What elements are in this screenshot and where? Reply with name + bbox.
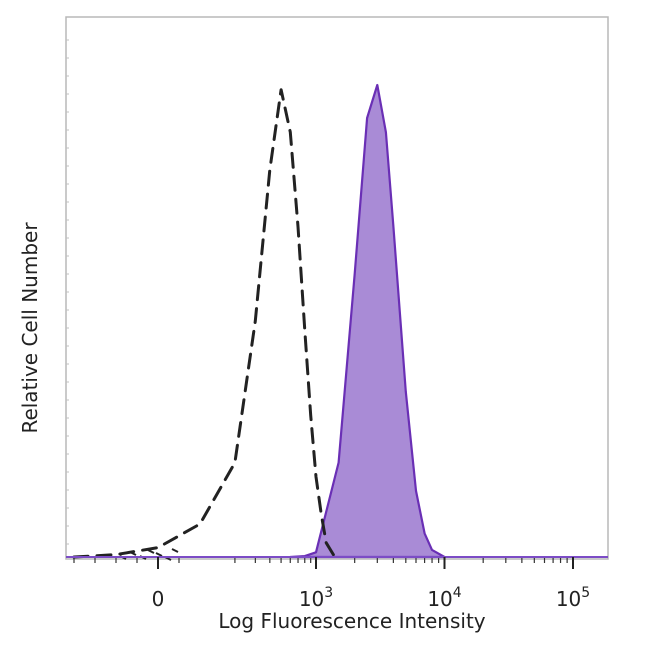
major-ticks — [157, 557, 574, 569]
x-tick-label-base: 10 — [299, 587, 324, 611]
x-axis-title: Log Fluorescence Intensity — [218, 609, 485, 633]
x-tick-label: 104 — [427, 585, 461, 611]
x-tick-label-base: 10 — [427, 587, 452, 611]
plot-frame — [65, 16, 609, 560]
control-histogram — [72, 88, 337, 559]
baseline-event-mark — [171, 548, 179, 553]
x-tick-label: 0 — [152, 587, 165, 611]
x-tick-label: 103 — [299, 585, 333, 611]
x-tick-labels: 0 103 104 105 — [152, 585, 591, 611]
x-tick-label-base: 0 — [152, 587, 165, 611]
baseline-event-mark — [129, 551, 137, 556]
baseline-event-mark — [155, 552, 163, 557]
x-tick-label-exponent: 5 — [581, 585, 590, 601]
y-axis-title: Relative Cell Number — [18, 222, 42, 434]
series-layer — [72, 83, 446, 561]
x-tick-label-base: 10 — [556, 587, 581, 611]
x-tick-label-exponent: 4 — [453, 585, 462, 601]
stained-histogram — [289, 83, 446, 559]
x-tick-label-exponent: 3 — [324, 585, 333, 601]
x-tick-label: 105 — [556, 585, 590, 611]
baseline-event-mark — [147, 549, 155, 554]
